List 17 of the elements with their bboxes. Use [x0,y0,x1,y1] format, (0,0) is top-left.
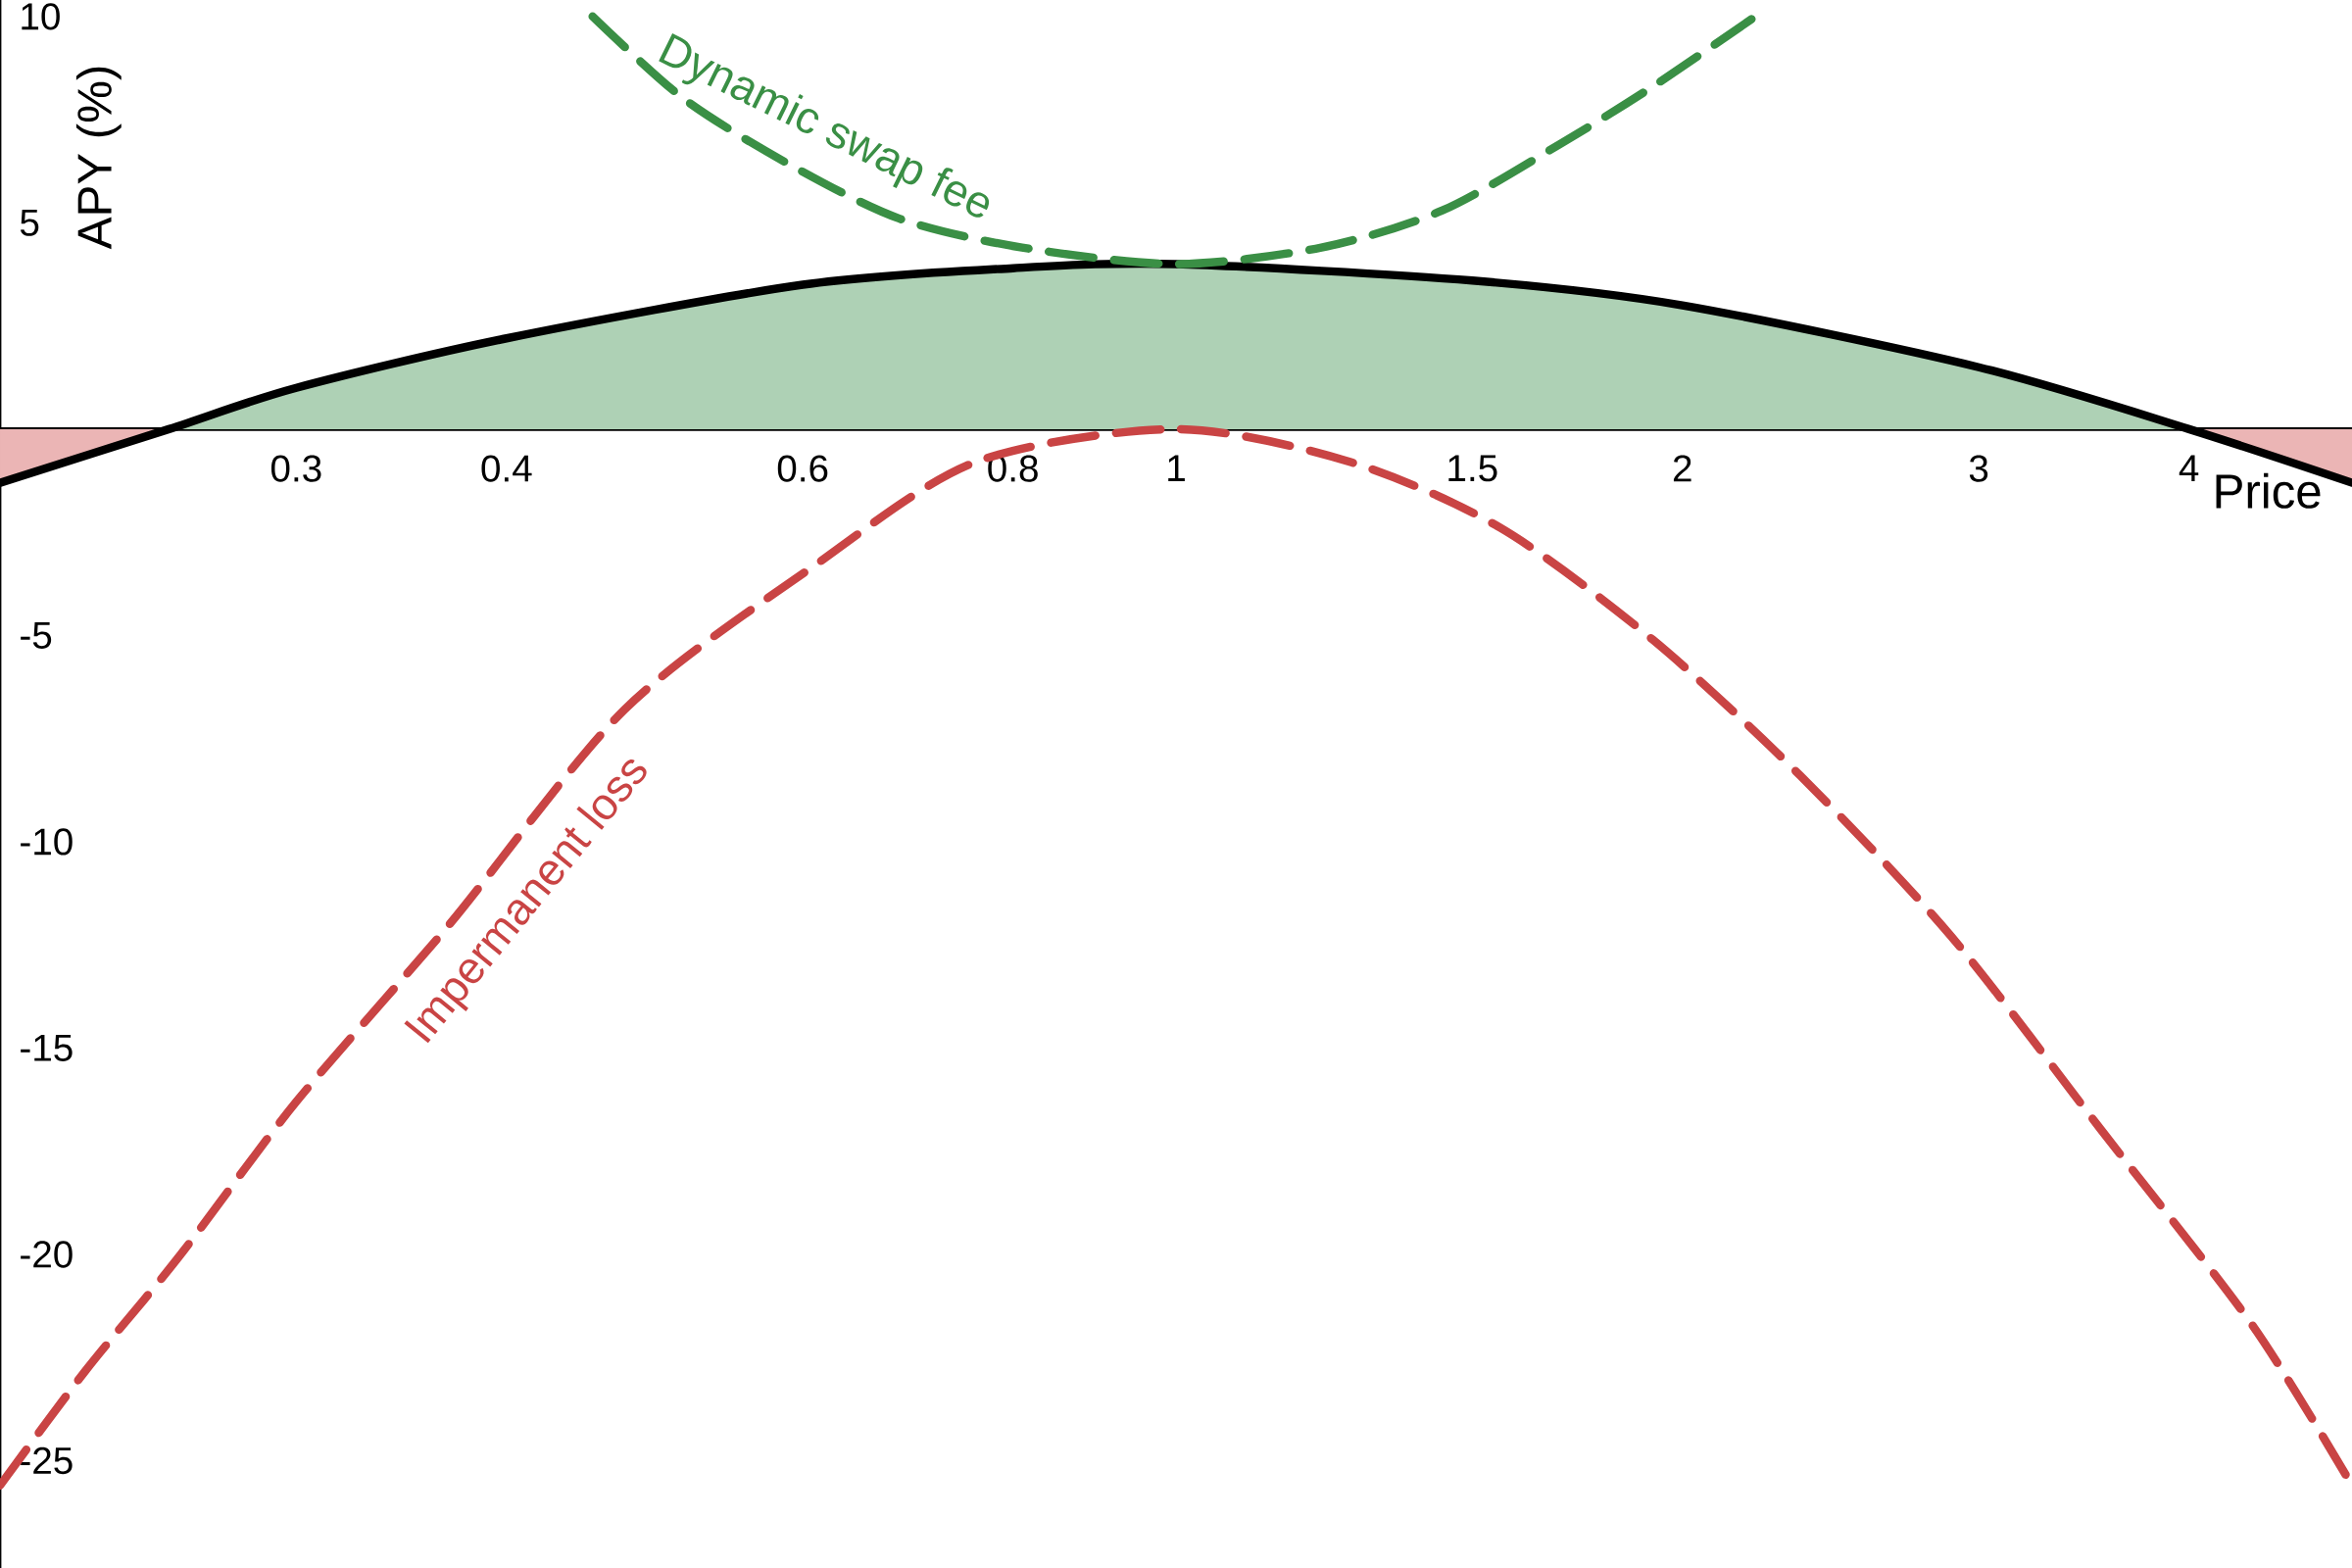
x-tick-label: 1.5 [1448,455,1497,482]
y-tick-label: -5 [21,621,52,649]
y-tick-label: -20 [21,1241,73,1268]
x-axis-title: Price [2216,472,2321,509]
x-tick-label: 0.3 [270,455,321,482]
y-tick-label: -10 [21,828,73,856]
x-tick-label: 2 [1673,455,1691,482]
x-tick-label: 4 [2179,455,2199,481]
y-tick-label: 10 [22,3,60,30]
y-axis-title: APY (%) [75,67,122,250]
y-tick-label: 5 [20,209,39,236]
y-tick-label: -15 [21,1035,73,1061]
y-tick-label: -25 [21,1446,73,1475]
x-tick-label: 0.6 [777,455,828,482]
x-tick-label: 0.4 [481,455,532,482]
x-tick-label: 3 [1969,455,1988,482]
x-tick-label: 1 [1168,455,1185,481]
